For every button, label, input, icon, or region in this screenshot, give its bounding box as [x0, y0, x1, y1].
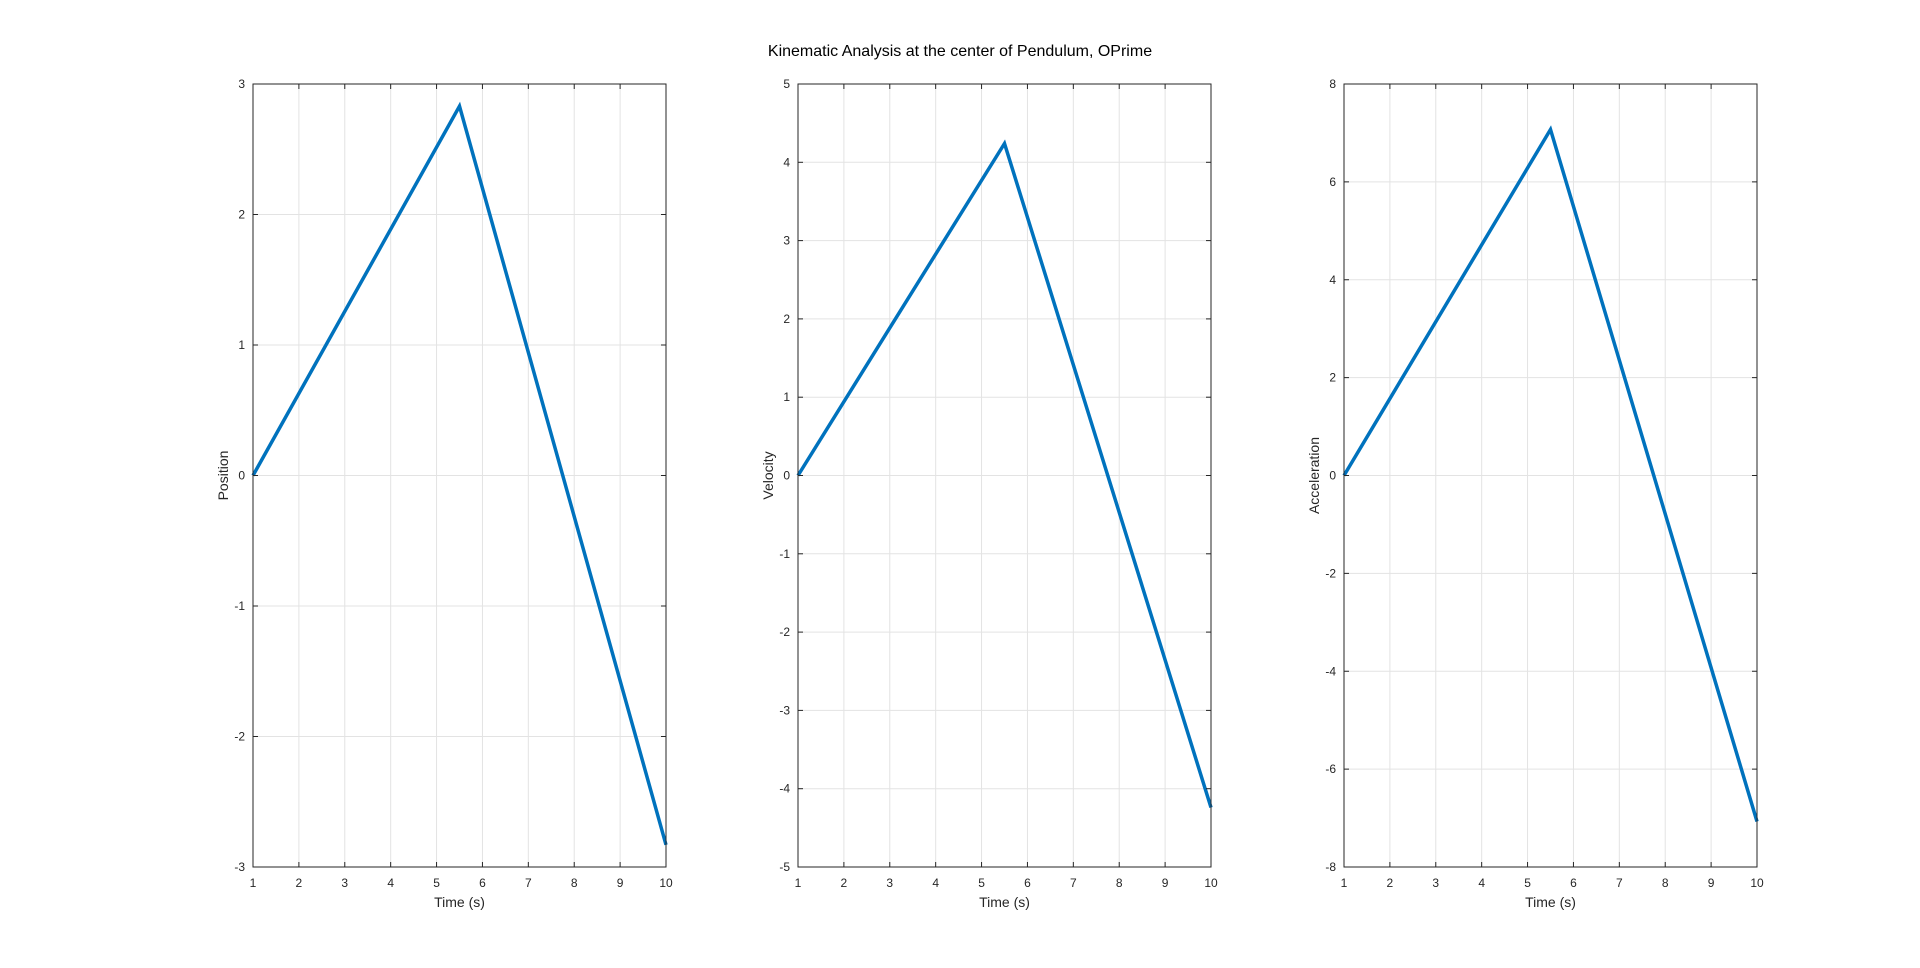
x-tick-label: 5	[1524, 876, 1531, 890]
x-tick-label: 10	[1750, 876, 1764, 890]
y-tick-label: -1	[234, 599, 245, 613]
x-tick-label: 10	[1204, 876, 1218, 890]
x-tick-label: 9	[1708, 876, 1715, 890]
y-tick-label: 0	[238, 469, 245, 483]
y-tick-label: -8	[1325, 860, 1336, 874]
x-tick-label: 6	[1570, 876, 1577, 890]
figure-title: Kinematic Analysis at the center of Pend…	[0, 43, 1920, 61]
x-tick-label: 7	[1070, 876, 1077, 890]
x-tick-label: 4	[387, 876, 394, 890]
y-tick-label: 3	[238, 77, 245, 91]
x-tick-label: 1	[250, 876, 257, 890]
y-tick-label: 4	[1329, 273, 1336, 287]
y-tick-label: 1	[238, 338, 245, 352]
x-tick-label: 5	[978, 876, 985, 890]
x-tick-label: 2	[1387, 876, 1394, 890]
y-tick-label: -2	[779, 625, 790, 639]
y-tick-label: 6	[1329, 175, 1336, 189]
x-tick-label: 4	[932, 876, 939, 890]
y-tick-label: -6	[1325, 762, 1336, 776]
x-tick-label: 4	[1478, 876, 1485, 890]
x-tick-label: 7	[525, 876, 532, 890]
y-tick-label: 2	[1329, 371, 1336, 385]
x-tick-label: 7	[1616, 876, 1623, 890]
y-tick-label: -3	[779, 703, 790, 717]
y-tick-label: 1	[783, 390, 790, 404]
y-tick-label: -1	[779, 547, 790, 561]
x-axis-label: Time (s)	[1525, 894, 1576, 910]
x-tick-label: 9	[617, 876, 624, 890]
y-tick-label: 0	[1329, 469, 1336, 483]
x-axis-label: Time (s)	[434, 894, 485, 910]
acceleration-subplot: 1 2 3 4 5 6 7 8 9 10 -8 -6 -4 -2 0 2 4 6 8 Time (s) Accelera…	[1306, 77, 1764, 910]
y-tick-label: 3	[783, 234, 790, 248]
y-tick-label: 2	[783, 312, 790, 326]
x-tick-label: 8	[571, 876, 578, 890]
velocity-subplot: 1 2 3 4 5 6 7 8 9 10 -5 -4 -3 -2 -1 0 1 2 3 4 5 Time (s) Veloc…	[760, 77, 1218, 910]
y-tick-label: -5	[779, 860, 790, 874]
x-tick-label: 3	[1432, 876, 1439, 890]
x-axis-label: Time (s)	[979, 894, 1030, 910]
y-tick-label: 0	[783, 469, 790, 483]
y-tick-label: -3	[234, 860, 245, 874]
x-tick-label: 3	[886, 876, 893, 890]
y-tick-label: 2	[238, 208, 245, 222]
x-tick-label: 8	[1116, 876, 1123, 890]
x-tick-label: 2	[296, 876, 303, 890]
y-tick-label: 8	[1329, 77, 1336, 91]
y-tick-label: -2	[234, 730, 245, 744]
x-tick-label: 1	[795, 876, 802, 890]
x-tick-label: 10	[659, 876, 673, 890]
position-subplot: 1 2 3 4 5 6 7 8 9 10 -3 -2 -1 0 1 2 3 Time (s) Position	[215, 77, 673, 910]
x-tick-label: 6	[479, 876, 486, 890]
y-axis-label: Velocity	[760, 451, 776, 499]
y-tick-label: -4	[1325, 664, 1336, 678]
y-axis-label: Acceleration	[1306, 437, 1322, 514]
y-tick-label: 5	[783, 77, 790, 91]
x-tick-label: 5	[433, 876, 440, 890]
x-tick-label: 1	[1341, 876, 1348, 890]
x-tick-label: 6	[1024, 876, 1031, 890]
y-tick-label: -4	[779, 782, 790, 796]
y-tick-label: -2	[1325, 566, 1336, 580]
x-tick-label: 8	[1662, 876, 1669, 890]
x-tick-label: 2	[841, 876, 848, 890]
x-tick-label: 3	[341, 876, 348, 890]
x-tick-label: 9	[1162, 876, 1169, 890]
y-tick-label: 4	[783, 155, 790, 169]
y-axis-label: Position	[215, 451, 231, 501]
